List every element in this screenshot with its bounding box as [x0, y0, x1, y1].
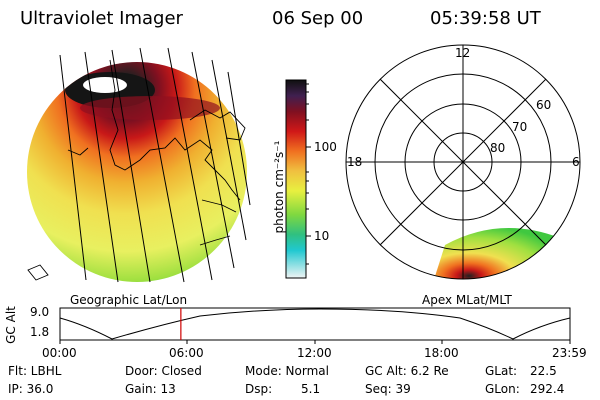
instrument-title: Ultraviolet Imager: [20, 8, 183, 29]
glat-label: GLat:: [485, 364, 518, 378]
mlt-label-6: 6: [572, 155, 580, 169]
time-tick-1800: 18:00: [424, 346, 459, 360]
glon-value: 292.4: [530, 382, 565, 396]
ip-info: IP: 36.0: [8, 382, 54, 396]
glat-value: 22.5: [530, 364, 557, 378]
lat-label-60: 60: [536, 98, 552, 112]
filter-info: Flt: LBHL: [8, 364, 62, 378]
time-label: 05:39:58 UT: [430, 8, 541, 29]
mode-info: Mode: Normal: [245, 364, 329, 378]
apex-panel-label: Apex MLat/MLT: [422, 293, 512, 307]
door-info: Door: Closed: [125, 364, 202, 378]
altitude-plot: [59, 307, 571, 344]
altitude-axis-label: GC Alt: [4, 306, 18, 344]
date-label: 06 Sep 00: [272, 8, 364, 29]
colorbar-tick-100: 100: [314, 140, 337, 154]
lat-label-80: 80: [490, 141, 506, 155]
time-tick-0600: 06:00: [169, 346, 204, 360]
earth-image: [27, 47, 251, 283]
lat-label-70: 70: [512, 120, 528, 134]
polar-plot: [345, 44, 581, 280]
seq-info: Seq: 39: [365, 382, 411, 396]
meridian-lines: [59, 47, 251, 283]
colorbar-tick-10: 10: [314, 229, 330, 243]
time-tick-0000: 00:00: [42, 346, 77, 360]
glon-label: GLon:: [485, 382, 520, 396]
altitude-tick-9: 9.0: [30, 305, 50, 319]
mlt-label-18: 18: [347, 155, 363, 169]
gc-alt-info: GC Alt: 6.2 Re: [365, 364, 449, 378]
time-tick-1200: 12:00: [297, 346, 332, 360]
colorbar-unit-label: photon cm⁻²s⁻¹: [272, 140, 286, 234]
dsp-label: Dsp:: [245, 382, 273, 396]
time-tick-2359: 23:59: [552, 346, 587, 360]
altitude-tick-1-8: 1.8: [30, 325, 50, 339]
coastline: [27, 59, 246, 281]
colorbar-ticks: [306, 83, 311, 265]
dsp-value: 5.1: [301, 382, 321, 396]
mlt-label-12: 12: [455, 46, 471, 60]
gain-info: Gain: 13: [125, 382, 176, 396]
geo-panel-label: Geographic Lat/Lon: [70, 293, 188, 307]
colorbar: [285, 79, 307, 279]
